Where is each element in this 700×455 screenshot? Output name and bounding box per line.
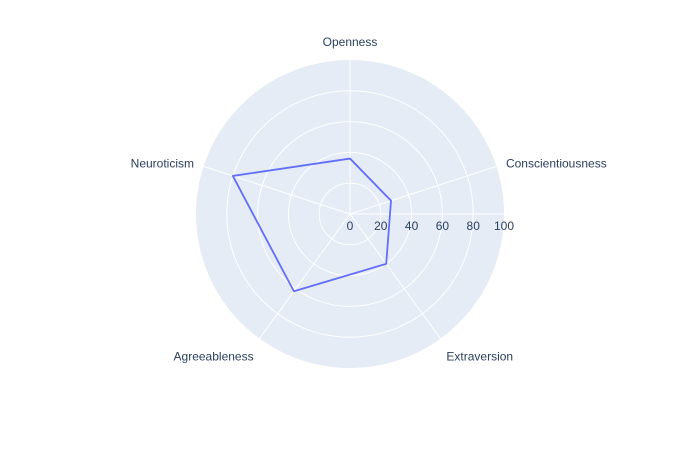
- axis-label-conscientiousness: Conscientiousness: [506, 156, 607, 170]
- axis-label-neuroticism: Neuroticism: [131, 156, 194, 170]
- radial-tick-label-80: 80: [467, 219, 481, 233]
- radial-tick-label-0: 0: [347, 219, 354, 233]
- axis-label-openness: Openness: [323, 35, 378, 49]
- radial-tick-label-40: 40: [405, 219, 419, 233]
- radial-tick-label-100: 100: [494, 219, 514, 233]
- radial-tick-label-60: 60: [436, 219, 450, 233]
- axis-label-extraversion: Extraversion: [446, 350, 513, 364]
- axis-label-agreeableness: Agreeableness: [174, 350, 254, 364]
- radial-tick-label-20: 20: [374, 219, 388, 233]
